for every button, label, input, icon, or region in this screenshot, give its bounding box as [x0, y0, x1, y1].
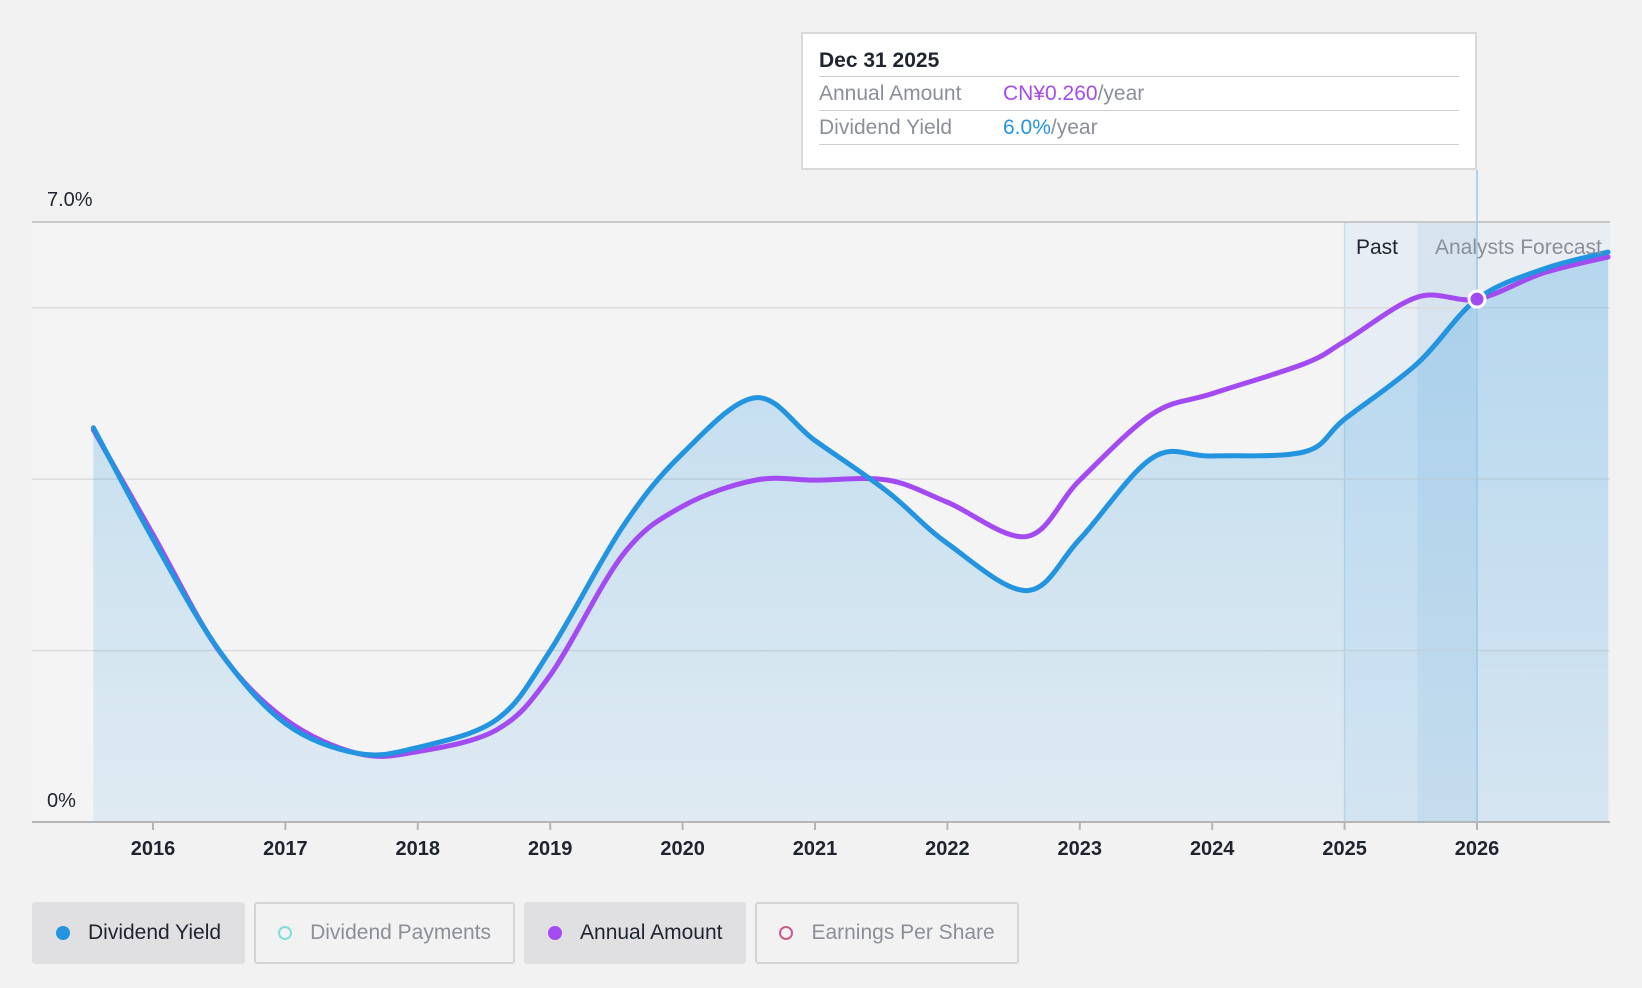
legend-label: Dividend Yield [88, 921, 222, 944]
x-tick-label: 2024 [1190, 838, 1235, 860]
legend-annual-amount-button[interactable]: Annual Amount [524, 902, 747, 964]
series-lines [90, 249, 1611, 759]
y-tick-label-bottom: 0% [47, 790, 76, 812]
x-tick-label: 2017 [263, 838, 308, 860]
legend-label: Dividend Payments [310, 921, 492, 944]
series-areas [93, 252, 1609, 822]
earnings-per-share-ring-icon [779, 926, 794, 940]
x-tick-label: 2025 [1322, 838, 1367, 860]
highlight-point [1467, 289, 1487, 309]
dividend-payments-ring-icon [278, 926, 293, 940]
tooltip: Dec 31 2025 Annual Amount CN¥0.260/year … [801, 32, 1477, 170]
forecast-region-label: Analysts Forecast [1435, 236, 1602, 259]
y-tick-label-top: 7.0% [47, 189, 93, 211]
x-tick-label: 2018 [396, 838, 441, 860]
legend-dividend-payments-button[interactable]: Dividend Payments [254, 902, 516, 964]
tooltip-row-dividend-yield: Dividend Yield 6.0%/year [819, 111, 1459, 145]
legend-label: Annual Amount [580, 921, 723, 944]
annual-amount-dot-icon [548, 926, 563, 940]
tooltip-row-annual-amount: Annual Amount CN¥0.260/year [819, 77, 1459, 111]
tooltip-value: CN¥0.260 [1003, 82, 1098, 105]
x-tick-label: 2021 [793, 838, 838, 860]
dividend-yield-line [90, 249, 1611, 758]
x-tick-label: 2020 [660, 838, 705, 860]
x-tick-label: 2019 [528, 838, 573, 860]
tooltip-date: Dec 31 2025 [819, 46, 1459, 77]
x-tick-label: 2016 [131, 838, 176, 860]
tooltip-label: Annual Amount [819, 82, 962, 105]
tooltip-value: 6.0% [1003, 116, 1051, 139]
past-region-label: Past [1356, 236, 1398, 259]
legend-dividend-yield-button[interactable]: Dividend Yield [32, 902, 246, 964]
dividend-yield-dot-icon [56, 926, 70, 940]
x-tick-label: 2022 [925, 838, 970, 860]
tooltip-unit: /year [1050, 116, 1098, 139]
tooltip-unit: /year [1097, 82, 1145, 105]
x-tick-label: 2023 [1058, 838, 1103, 860]
dividend-yield-area [93, 252, 1609, 822]
legend-label: Earnings Per Share [811, 921, 995, 944]
tooltip-label: Dividend Yield [819, 116, 953, 139]
markers [1467, 170, 1487, 822]
legend: Dividend Yield Dividend Payments Annual … [32, 902, 1019, 964]
legend-earnings-per-share-button[interactable]: Earnings Per Share [755, 902, 1019, 964]
x-axis: 2016 2017 2018 2019 2020 2021 2022 2023 2024 2025… [32, 821, 1610, 860]
annual-amount-line [90, 254, 1611, 759]
x-tick-label: 2026 [1455, 838, 1500, 860]
